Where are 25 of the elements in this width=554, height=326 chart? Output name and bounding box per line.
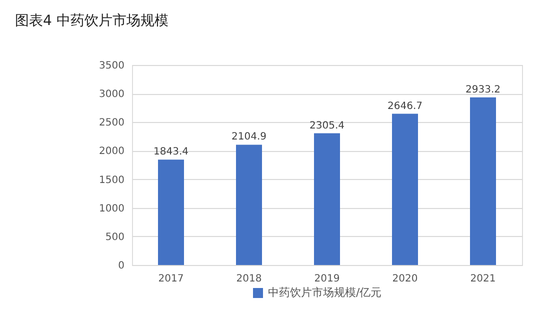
data-label: 1843.4	[154, 146, 188, 158]
data-label: 2646.7	[388, 100, 422, 112]
y-tick-label: 1500	[99, 174, 124, 186]
y-tick-label: 500	[105, 232, 124, 243]
y-tick-label: 2500	[99, 118, 124, 129]
y-tick-label: 3000	[99, 89, 124, 100]
bar	[158, 160, 184, 265]
legend-label: 中药饮片市场规模/亿元	[268, 286, 382, 299]
data-label: 2305.4	[310, 120, 344, 132]
x-tick-label: 2019	[314, 274, 340, 284]
data-label: 2933.2	[466, 84, 500, 96]
y-tick-label: 1000	[99, 203, 124, 214]
x-tick-label: 2020	[392, 274, 418, 284]
x-tick-label: 2021	[470, 274, 496, 284]
bar	[236, 144, 262, 265]
x-tick-label: 2017	[158, 274, 184, 284]
bar	[392, 114, 418, 265]
x-tick-label: 2018	[236, 274, 262, 284]
chart-title: 图表4 中药饮片市场规模	[15, 13, 168, 29]
bar	[470, 97, 496, 265]
data-label: 2104.9	[232, 132, 266, 143]
y-tick-label: 2000	[99, 146, 124, 158]
y-tick-label: 3500	[99, 60, 124, 72]
bar	[314, 133, 340, 265]
y-tick-label: 0	[118, 260, 124, 272]
